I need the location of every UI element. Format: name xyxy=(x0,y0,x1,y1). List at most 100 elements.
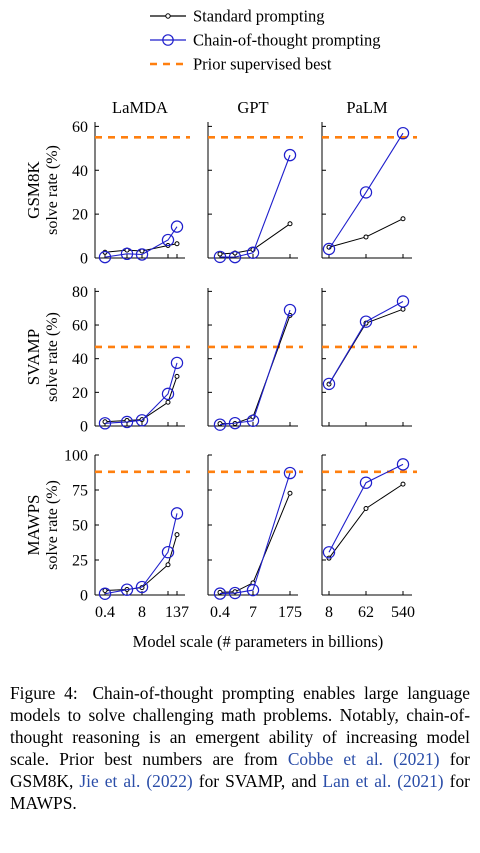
standard-point xyxy=(363,505,369,511)
caption-text: Chain-of-thought prompting enables large… xyxy=(10,683,470,769)
cot-point xyxy=(135,414,149,427)
cot-series-line xyxy=(328,463,404,553)
standard-point xyxy=(174,241,180,247)
column-title-palm: PaLM xyxy=(346,98,388,117)
standard-point xyxy=(400,481,406,487)
cot-point xyxy=(322,546,336,559)
cot-point xyxy=(228,250,242,264)
cot-point xyxy=(170,220,184,233)
standard-point xyxy=(165,399,171,405)
cot-point xyxy=(98,587,112,600)
y-tick-label: 50 xyxy=(72,518,88,535)
x-axis-label: Model scale (# parameters in billions) xyxy=(133,632,384,651)
cot-point xyxy=(120,415,134,429)
figure-chart-grid: Standard prompting Chain-of-thought promp… xyxy=(24,7,417,651)
standard-point xyxy=(287,490,293,496)
panel-svamp-lamda: 0 20 40 60 80 solve rate (%)SVAMP xyxy=(24,284,190,436)
x-tick-label: 540 xyxy=(391,604,415,621)
standard-point xyxy=(287,221,293,227)
cot-point xyxy=(120,247,134,261)
standard-point xyxy=(400,306,406,312)
panel-svamp-palm xyxy=(321,288,417,427)
panel-mawps-palm: 8 62 540 xyxy=(321,454,417,621)
cot-point xyxy=(98,417,112,430)
cot-point xyxy=(396,126,410,140)
standard-point xyxy=(102,588,108,594)
cot-point xyxy=(246,414,260,427)
cot-series-line xyxy=(219,472,291,595)
standard-series-line xyxy=(104,534,178,592)
y-tick-label: 100 xyxy=(64,448,88,465)
standard-point xyxy=(165,562,171,568)
legend-marker-dot xyxy=(165,13,171,19)
cot-point xyxy=(228,416,242,430)
cot-point xyxy=(283,466,297,480)
caption-label: Figure 4: xyxy=(10,683,78,703)
panel-gsm8k-lamda: 0 20 40 60 solve rate (%)GSM8K xyxy=(24,119,190,268)
x-tick-label: 0.4 xyxy=(95,604,115,621)
x-tick-label: 62 xyxy=(358,604,374,621)
legend-marker-circle xyxy=(162,34,174,46)
y-tick-label: 0 xyxy=(80,419,88,436)
cot-point xyxy=(322,242,336,256)
cot-point xyxy=(135,248,149,261)
cot-point xyxy=(396,295,410,308)
panel-mawps-lamda: 0 25 50 75 100 0.4 8 137 solve rate (%)MAWPS xyxy=(24,448,190,621)
x-tick-label: 137 xyxy=(165,604,189,621)
standard-point xyxy=(363,234,369,240)
y-tick-label: 0 xyxy=(80,251,88,268)
cot-point xyxy=(98,250,112,264)
cot-point xyxy=(228,586,242,600)
caption-citation-lan[interactable]: Lan et al. (2021) xyxy=(322,771,444,791)
x-tick-label: 7 xyxy=(249,604,257,621)
cot-point xyxy=(213,250,227,264)
standard-point xyxy=(174,532,180,538)
x-tick-label: 8 xyxy=(325,604,333,621)
cot-series-line xyxy=(328,132,404,250)
cot-point xyxy=(283,148,297,162)
standard-point xyxy=(326,381,332,387)
cot-point xyxy=(161,387,175,401)
standard-series-line xyxy=(219,223,291,255)
y-tick-label: 60 xyxy=(72,318,88,335)
cot-point xyxy=(170,356,184,370)
standard-series-line xyxy=(328,483,404,559)
row-title-svamp: SVAMP xyxy=(24,329,43,385)
y-axis-label: solve rate (%) xyxy=(44,480,61,570)
cot-point xyxy=(359,186,373,199)
y-tick-label: 60 xyxy=(72,119,88,136)
standard-series-line xyxy=(219,493,291,593)
column-title-gpt: GPT xyxy=(237,98,268,117)
cot-point xyxy=(161,545,175,559)
cot-point xyxy=(213,587,227,600)
figure-caption: Figure 4: Chain-of-thought prompting ena… xyxy=(10,682,470,814)
y-tick-label: 0 xyxy=(80,588,88,605)
cot-point xyxy=(170,507,184,520)
y-tick-label: 20 xyxy=(72,385,88,402)
cot-series-line xyxy=(104,513,178,595)
standard-point xyxy=(174,373,180,379)
cot-point xyxy=(213,418,227,431)
cot-series-line xyxy=(219,154,291,258)
panel-svamp-gpt xyxy=(207,288,303,431)
legend-label-2: Chain-of-thought prompting xyxy=(193,31,380,50)
cot-point xyxy=(246,583,260,597)
cot-point xyxy=(135,580,149,594)
cot-series-line xyxy=(219,309,291,426)
x-tick-label: 8 xyxy=(138,604,146,621)
legend-label-1: Standard prompting xyxy=(193,7,325,26)
caption-text-end: for MAWPS. xyxy=(10,771,470,813)
caption-citation-cobbe[interactable]: Cobbe et al. (2021) xyxy=(287,749,440,769)
panel-gsm8k-palm xyxy=(321,122,417,259)
cot-series-line xyxy=(104,362,178,424)
legend: Standard prompting Chain-of-thought promp… xyxy=(150,7,380,74)
y-tick-label: 80 xyxy=(72,284,88,301)
caption-text-mid2: for SVAMP, and xyxy=(192,771,323,791)
panel-gsm8k-gpt xyxy=(207,122,303,264)
cot-point xyxy=(322,377,336,391)
panel-mawps-gpt: 0.4 7 175 xyxy=(207,454,303,621)
standard-point xyxy=(400,216,406,222)
caption-citation-jie[interactable]: Jie et al. (2022) xyxy=(79,771,193,791)
x-tick-label: 175 xyxy=(278,604,302,621)
y-tick-label: 75 xyxy=(72,483,88,500)
